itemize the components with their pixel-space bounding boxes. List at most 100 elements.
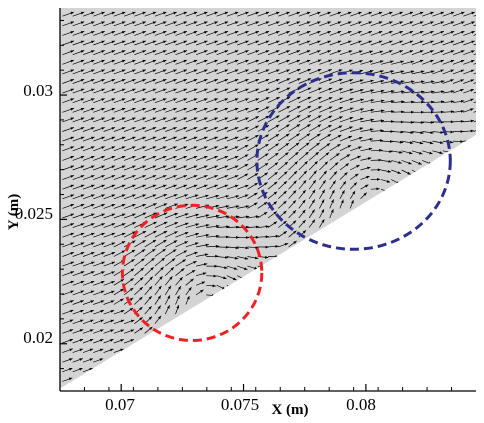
vector-arrowhead xyxy=(101,271,105,274)
vector-arrowhead xyxy=(338,59,343,63)
vector-arrowhead xyxy=(111,252,116,255)
vector-arrowhead xyxy=(245,59,249,63)
vector-arrowhead xyxy=(440,110,445,114)
axes-frame xyxy=(59,8,476,392)
vector-arrowhead xyxy=(450,110,455,114)
vector-arrowhead xyxy=(70,175,74,178)
vector-arrowhead xyxy=(273,211,277,215)
vector-arrowhead xyxy=(321,209,324,213)
vector-arrowhead xyxy=(276,79,280,82)
vector-arrowhead xyxy=(338,125,343,129)
vector-arrowhead xyxy=(265,255,269,259)
vector-arrowhead xyxy=(101,69,105,73)
vector-arrowhead xyxy=(100,319,104,323)
vector-arrowhead xyxy=(254,256,259,260)
vector-arrowhead xyxy=(214,21,218,25)
vector-arrowhead xyxy=(173,146,177,149)
vector-arrowhead xyxy=(111,156,116,159)
vector-arrowhead xyxy=(195,223,199,227)
vector-arrowhead xyxy=(297,69,301,72)
vector-arrowhead xyxy=(344,172,348,176)
vector-arrowhead xyxy=(163,239,167,243)
vector-arrowhead xyxy=(153,203,157,206)
vector-arrowhead xyxy=(142,194,146,198)
vector-arrowhead xyxy=(148,296,152,300)
vector-arrowhead xyxy=(70,11,74,15)
vector-arrowhead xyxy=(307,96,312,100)
vector-arrowhead xyxy=(142,107,146,111)
vector-arrowhead xyxy=(132,184,136,188)
vector-arrowhead xyxy=(366,176,370,179)
vector-arrowhead xyxy=(265,50,270,53)
vector-arrowhead xyxy=(174,212,178,216)
vector-arrowhead xyxy=(255,135,259,138)
vector-arrowhead xyxy=(173,240,178,244)
vector-arrowhead xyxy=(450,79,454,82)
vector-arrowhead xyxy=(296,124,301,128)
vector-arrowhead xyxy=(213,274,217,278)
vector-arrowhead xyxy=(255,225,260,229)
vector-arrowhead xyxy=(132,31,136,34)
vector-arrowhead xyxy=(183,250,187,254)
vector-arrowhead xyxy=(450,31,455,34)
vector-arrowhead xyxy=(193,107,198,111)
vector-arrowhead xyxy=(263,212,268,215)
vector-arrowhead xyxy=(152,175,157,178)
vector-arrowhead xyxy=(152,88,157,92)
vector-arrowhead xyxy=(132,175,136,178)
vector-arrowhead xyxy=(328,115,333,119)
vector-arrowhead xyxy=(245,31,249,34)
vector-arrowhead xyxy=(205,233,210,237)
vector-arrowhead xyxy=(193,136,198,140)
vector-arrowhead xyxy=(132,136,136,140)
vector-arrowhead xyxy=(409,11,414,15)
vector-arrowhead xyxy=(167,295,170,299)
vector-arrowhead xyxy=(349,69,353,73)
vector-arrowhead xyxy=(304,161,308,165)
vector-arrowhead xyxy=(360,108,364,111)
vector-arrowhead xyxy=(419,11,424,15)
vector-arrowhead xyxy=(139,287,143,291)
vector-arrowhead xyxy=(243,277,247,281)
vector-arrowhead xyxy=(302,230,306,234)
vector-arrowhead xyxy=(286,115,290,119)
vector-arrowhead xyxy=(80,184,85,188)
vector-arrowhead xyxy=(193,146,198,149)
vector-arrowhead xyxy=(140,267,144,271)
vector-arrowhead xyxy=(470,89,474,92)
y-tick-label-2: 0.025 xyxy=(15,204,53,223)
vector-arrowhead xyxy=(142,117,146,121)
vector-arrowhead xyxy=(255,79,259,82)
vector-arrowhead xyxy=(318,106,322,109)
vector-arrowhead xyxy=(80,50,85,53)
vector-arrowhead xyxy=(245,50,249,53)
vector-arrowhead xyxy=(132,127,136,130)
vector-arrowhead xyxy=(275,134,280,137)
vector-arrowhead xyxy=(461,11,465,15)
vector-arrowhead xyxy=(418,161,422,165)
vector-arrowhead xyxy=(480,128,484,131)
vector-arrowhead xyxy=(234,256,239,260)
vector-arrowhead xyxy=(215,204,220,208)
vector-arrowhead xyxy=(471,21,475,25)
vector-arrowhead xyxy=(204,21,208,25)
vector-arrowhead xyxy=(276,50,280,53)
vector-arrowhead xyxy=(317,11,321,15)
vector-arrowhead xyxy=(178,286,181,290)
vector-arrowhead xyxy=(121,175,126,178)
y-tick-label-1: 0.02 xyxy=(23,328,53,347)
vector-arrowhead xyxy=(183,156,187,159)
vector-arrowhead xyxy=(160,267,164,271)
vector-arrowhead xyxy=(265,97,270,100)
vector-arrowhead xyxy=(121,107,126,111)
vector-arrowhead xyxy=(470,129,474,133)
vector-arrowhead xyxy=(369,50,373,54)
vector-arrowhead xyxy=(70,21,74,25)
vector-arrowhead xyxy=(410,131,414,134)
vector-arrowhead xyxy=(283,210,287,215)
vector-arrowhead xyxy=(150,267,154,271)
velocity-vector xyxy=(473,98,476,104)
vector-arrowhead xyxy=(90,281,95,284)
vector-arrowhead xyxy=(349,88,354,92)
vector-arrowhead xyxy=(121,31,126,34)
